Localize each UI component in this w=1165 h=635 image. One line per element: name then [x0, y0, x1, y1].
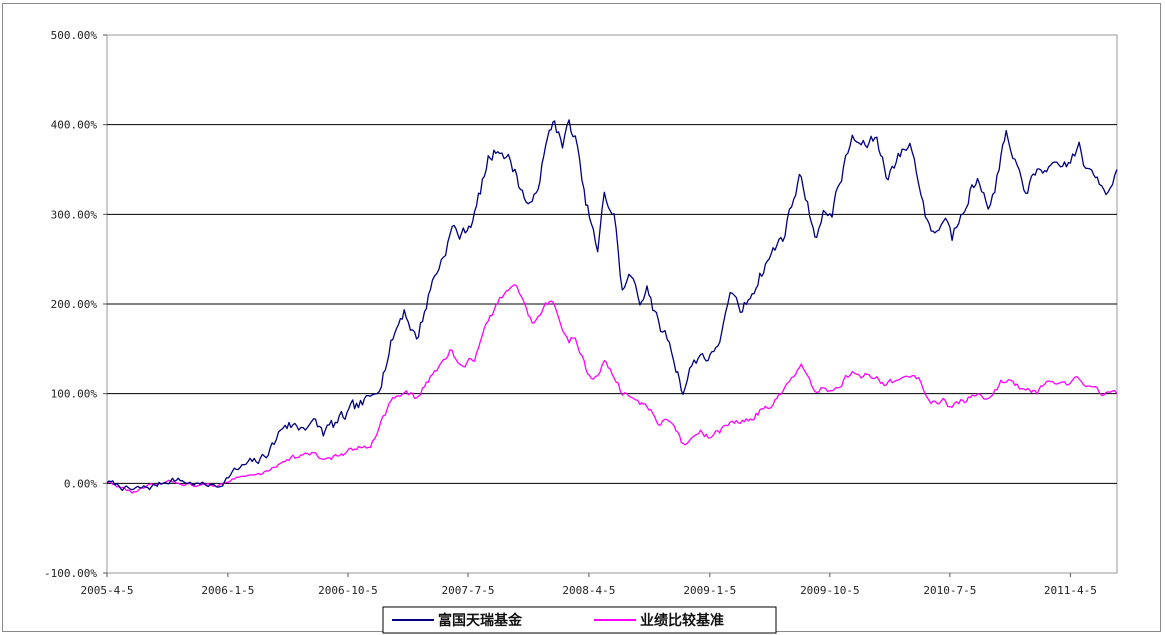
x-tick-label: 2007-7-5 [442, 584, 495, 597]
x-tick-label: 2009-10-5 [800, 584, 860, 597]
x-tick-label: 2011-4-5 [1044, 584, 1097, 597]
y-tick-label: 200.00% [51, 298, 98, 311]
y-tick-label: 500.00% [51, 29, 98, 42]
y-tick-label: 400.00% [51, 119, 98, 132]
x-tick-label: 2005-4-5 [81, 584, 134, 597]
legend [382, 606, 777, 634]
y-tick-label: -100.00% [44, 567, 97, 580]
series-line-1 [106, 119, 1118, 492]
y-tick-label: 300.00% [51, 208, 98, 221]
y-tick-label: 100.00% [51, 388, 98, 401]
legend-label: 业绩比较基准 [640, 612, 724, 629]
legend-label: 富国天瑞基金 [438, 612, 523, 629]
x-tick-label: 2006-1-5 [201, 584, 254, 597]
x-tick-label: 2008-4-5 [562, 584, 615, 597]
x-tick-label: 2010-7-5 [923, 584, 976, 597]
x-tick-label: 2009-1-5 [683, 584, 736, 597]
x-tick-label: 2006-10-5 [318, 584, 378, 597]
y-tick-label: 0.00% [64, 477, 97, 490]
chart-frame [2, 3, 1161, 632]
series-line-2 [106, 284, 1118, 494]
